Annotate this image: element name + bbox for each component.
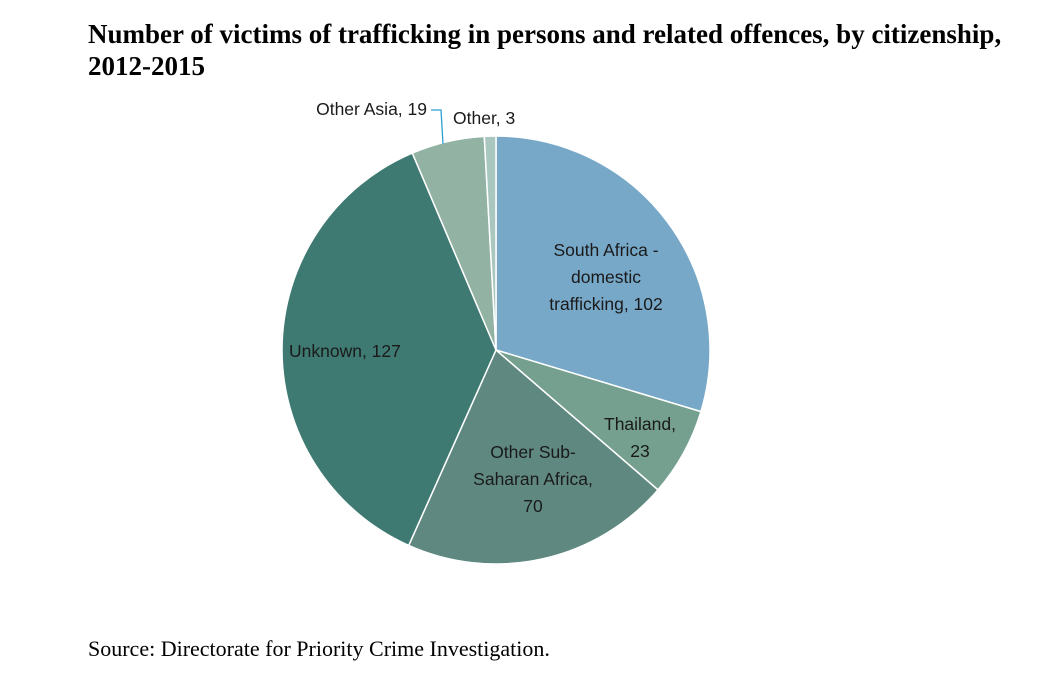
slice-label-other-asia: Other Asia, 19 xyxy=(316,99,427,119)
slice-labels: South Africa -domestic trafficking, 102 Th… xyxy=(289,99,676,516)
slice-label-other: Other, 3 xyxy=(453,108,515,128)
pie-slice-south-africa-domestic-trafficking xyxy=(495,135,711,413)
leader-line-other-asia xyxy=(431,109,444,145)
slice-label-unknown: Unknown, 127 xyxy=(289,341,401,361)
chart-title-line-2: 2012-2015 xyxy=(88,51,205,81)
chart-title: Number of victims of trafficking in pers… xyxy=(88,18,1059,82)
slice-label-other-sub-saharan-africa: Other Sub-Saharan Africa, 70 xyxy=(473,442,593,516)
slice-label-south-africa-domestic-trafficking: South Africa -domestic trafficking, 102 xyxy=(549,240,663,314)
chart-title-line-1: Number of victims of trafficking in pers… xyxy=(88,19,1002,49)
slice-label-thailand: Thailand, 23 xyxy=(604,414,676,461)
source-note: Source: Directorate for Priority Crime I… xyxy=(88,636,550,661)
pie-slice-unknown xyxy=(281,152,497,547)
leader-lines xyxy=(431,109,444,145)
pie-slices xyxy=(281,135,711,565)
pie-slice-other-sub-saharan-africa xyxy=(407,348,660,565)
pie-slice-other xyxy=(483,135,497,351)
